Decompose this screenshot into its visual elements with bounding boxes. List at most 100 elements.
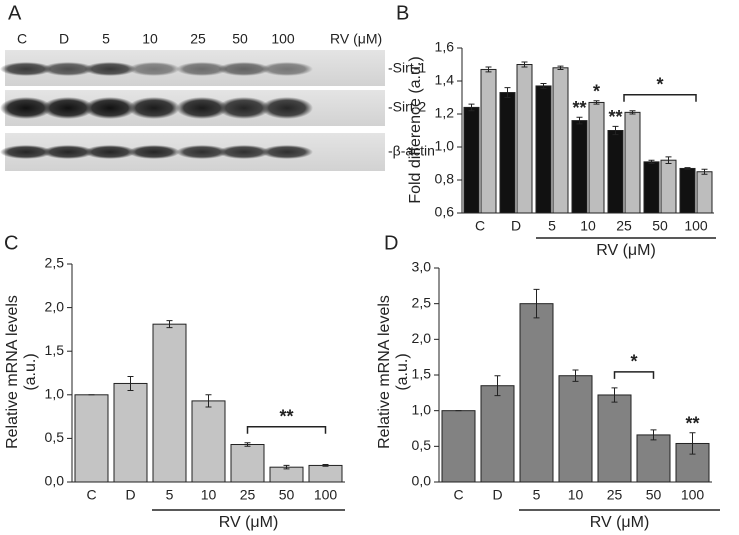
- panel-letter: C: [4, 232, 18, 254]
- bar: [643, 161, 660, 214]
- y-axis-label: (a.u.): [22, 353, 39, 390]
- y-tick-label: 1,2: [435, 105, 455, 121]
- x-tick-label: 5: [548, 218, 556, 234]
- lane-label: C: [17, 31, 27, 47]
- y-axis-label: (a.u.): [394, 353, 411, 390]
- x-tick-label: 50: [652, 218, 668, 234]
- x-axis-label: RV (μM): [596, 242, 656, 259]
- blot-band: [128, 97, 180, 119]
- bar: [552, 67, 569, 214]
- error-bar: [468, 103, 475, 112]
- bar: [607, 130, 624, 214]
- row-label: -Sirt-1: [388, 60, 426, 76]
- y-tick-label: 1,0: [45, 386, 65, 402]
- panel-letter: A: [8, 2, 22, 24]
- x-tick-label: 25: [616, 218, 632, 234]
- blot-band: [261, 97, 313, 119]
- x-tick-label: 50: [279, 487, 295, 503]
- blot-band: [42, 97, 94, 119]
- error-bar: [576, 116, 583, 125]
- panel-letter: D: [384, 232, 398, 254]
- bar: [74, 394, 109, 483]
- blot-band: [0, 145, 52, 159]
- error-bar: [648, 159, 655, 164]
- error-bar: [665, 156, 672, 164]
- x-axis-label: RV (μM): [219, 514, 279, 531]
- y-tick-label: 3,0: [412, 259, 432, 275]
- y-tick-label: 1,4: [435, 72, 455, 88]
- error-bar: [494, 375, 501, 397]
- error-bar: [650, 429, 657, 441]
- bar: [499, 92, 516, 214]
- bar: [463, 106, 480, 214]
- blot-band: [176, 97, 228, 119]
- bar: [588, 101, 605, 214]
- lane-label: 5: [102, 31, 110, 47]
- blot-band: [261, 145, 313, 159]
- x-tick-label: 100: [314, 487, 338, 503]
- y-tick-label: 0,5: [45, 429, 65, 445]
- x-tick-label: 100: [684, 218, 708, 234]
- error-bar: [521, 61, 528, 68]
- error-bar: [533, 288, 540, 319]
- x-tick-label: 100: [681, 487, 705, 503]
- bar: [308, 464, 343, 483]
- y-tick-label: 0,5: [412, 437, 432, 453]
- bar: [558, 375, 593, 483]
- y-tick-label: 2,0: [412, 330, 432, 346]
- x-tick-label: 10: [568, 487, 584, 503]
- error-bar: [166, 320, 173, 329]
- y-tick-label: 0,8: [435, 171, 455, 187]
- y-tick-label: 2,5: [45, 255, 65, 271]
- y-tick-label: 2,0: [45, 298, 65, 314]
- y-tick-label: 1,6: [435, 39, 455, 55]
- bar: [679, 167, 696, 214]
- error-bar: [322, 464, 329, 467]
- error-bar: [127, 375, 134, 391]
- y-tick-label: 1,5: [45, 342, 65, 358]
- blot-band: [0, 97, 52, 119]
- bar: [535, 85, 552, 214]
- bar: [636, 434, 671, 483]
- blot-band: [176, 62, 228, 76]
- x-tick-label: 10: [580, 218, 596, 234]
- bar: [597, 394, 632, 483]
- y-tick-label: 0,6: [435, 204, 455, 220]
- y-axis-label: Relative mRNA levels: [376, 295, 393, 449]
- error-bar: [540, 82, 547, 89]
- y-axis-label: Fold difference (a.u.): [407, 56, 424, 203]
- blot-band: [42, 62, 94, 76]
- blot-band: [261, 62, 313, 76]
- error-bar: [205, 394, 212, 408]
- y-tick-label: 1,0: [412, 401, 432, 417]
- lane-unit: RV (μM): [330, 31, 382, 47]
- bar: [230, 444, 265, 483]
- x-tick-label: 5: [166, 487, 174, 503]
- bar: [113, 382, 148, 483]
- x-tick-label: 50: [646, 487, 662, 503]
- x-tick-label: D: [492, 487, 502, 503]
- y-tick-label: 1,5: [412, 366, 432, 382]
- lane-label: 50: [232, 31, 248, 47]
- x-tick-label: C: [86, 487, 96, 503]
- error-bar: [572, 369, 579, 382]
- blot-band: [42, 145, 94, 159]
- significance-star: **: [572, 98, 586, 118]
- y-tick-label: 0,0: [412, 473, 432, 489]
- lane-label: 100: [271, 31, 295, 47]
- blot-band: [218, 97, 270, 119]
- x-tick-label: 10: [201, 487, 217, 503]
- y-tick-label: 0,0: [45, 473, 65, 489]
- x-tick-label: C: [453, 487, 463, 503]
- lane-label: D: [59, 31, 69, 47]
- bar: [516, 64, 533, 214]
- y-axis-label: Relative mRNA levels: [4, 295, 21, 449]
- significance-bracket: [246, 426, 327, 434]
- error-bar: [283, 464, 290, 470]
- x-tick-label: 5: [533, 487, 541, 503]
- error-bar: [611, 387, 618, 403]
- error-bar: [557, 65, 564, 70]
- blot-band: [176, 145, 228, 159]
- blot: [0, 62, 313, 159]
